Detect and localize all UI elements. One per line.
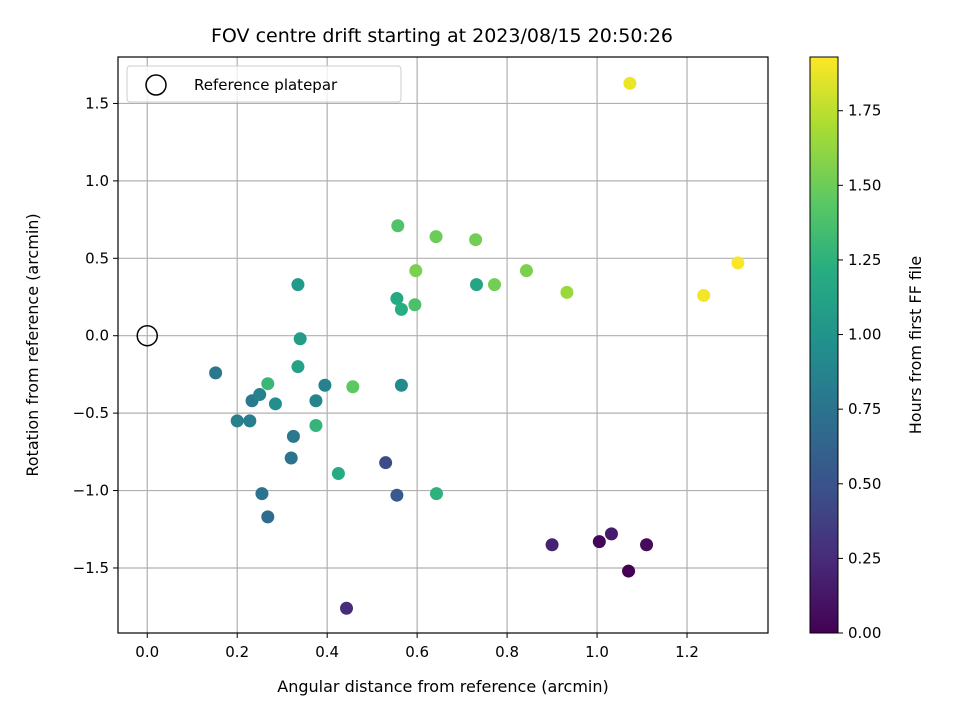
colorbar-tick-label: 1.25: [848, 251, 881, 269]
chart-title: FOV centre drift starting at 2023/08/15 …: [211, 25, 673, 47]
colorbar-tick-label: 0.25: [848, 549, 881, 567]
scatter-point: [291, 360, 305, 374]
scatter-point: [261, 377, 275, 391]
scatter-point: [545, 538, 559, 552]
legend-label: Reference platepar: [194, 76, 338, 94]
scatter-point: [640, 538, 654, 552]
scatter-point: [469, 233, 483, 247]
y-tick-label: 0.5: [85, 249, 109, 267]
legend-open-circle-icon: [145, 74, 167, 96]
scatter-point: [379, 456, 393, 470]
grid-lines: [118, 57, 768, 633]
y-tick-label: 1.5: [85, 94, 109, 112]
plot-area: 0.0 0.2 0.4 0.6 0.8 1.0 1.2 −1.5 −1.0 −0.5 0.0 0.5…: [73, 56, 769, 661]
scatter-point: [623, 76, 637, 90]
x-tick-label: 0.4: [315, 643, 339, 661]
y-axis: −1.5 −1.0 −0.5 0.0 0.5 1.0 1.5: [73, 94, 118, 577]
scatter-point: [519, 264, 533, 278]
scatter-point: [697, 288, 711, 302]
scatter-point: [291, 278, 305, 292]
scatter-point: [284, 451, 298, 465]
scatter-point: [243, 414, 257, 428]
scatter-point: [604, 527, 618, 541]
scatter-point: [429, 487, 443, 501]
scatter-point: [622, 564, 636, 578]
scatter-point: [309, 419, 323, 433]
y-tick-label: −1.0: [73, 482, 109, 500]
scatter-point: [309, 394, 323, 408]
colorbar: 0.00 0.25 0.50 0.75 1.00 1.25 1.50 1.75 Hours f…: [809, 56, 925, 642]
y-tick-label: 0.0: [85, 327, 109, 345]
x-tick-label: 0.0: [135, 643, 159, 661]
scatter-point: [230, 414, 244, 428]
colorbar-ticks: 0.00 0.25 0.50 0.75 1.00 1.25 1.50 1.75: [838, 102, 881, 642]
scatter-point: [394, 302, 408, 316]
scatter-point: [390, 488, 404, 502]
plot-background: [118, 57, 768, 633]
scatter-points: [209, 76, 745, 615]
x-tick-label: 1.2: [675, 643, 699, 661]
scatter-point: [488, 278, 502, 292]
scatter-point: [255, 487, 269, 501]
x-axis: 0.0 0.2 0.4 0.6 0.8 1.0 1.2: [135, 633, 699, 661]
scatter-point: [340, 601, 354, 615]
x-tick-label: 1.0: [585, 643, 609, 661]
y-axis-title: Rotation from reference (arcmin): [23, 213, 42, 476]
legend: Reference platepar: [126, 65, 402, 103]
scatter-point: [261, 510, 275, 524]
scatter-point: [409, 264, 423, 278]
colorbar-tick-label: 0.50: [848, 475, 881, 493]
colorbar-gradient: [810, 57, 838, 633]
y-tick-label: −0.5: [73, 404, 109, 422]
colorbar-tick-label: 0.75: [848, 400, 881, 418]
scatter-point: [293, 332, 307, 346]
scatter-point: [331, 467, 345, 481]
y-tick-label: −1.5: [73, 559, 109, 577]
colorbar-tick-label: 0.00: [848, 624, 881, 642]
x-axis-title: Angular distance from reference (arcmin): [277, 677, 608, 696]
scatter-point: [346, 380, 360, 394]
colorbar-tick-label: 1.00: [848, 326, 881, 344]
scatter-point: [560, 285, 574, 299]
scatter-point: [470, 278, 484, 292]
plot-frame: [117, 56, 769, 634]
colorbar-title: Hours from first FF file: [906, 256, 925, 435]
colorbar-tick-label: 1.75: [848, 102, 881, 120]
scatter-point: [390, 292, 404, 306]
colorbar-tick-label: 1.50: [848, 176, 881, 194]
scatter-point: [286, 429, 300, 443]
reference-point-marker: [136, 324, 158, 347]
scatter-point: [253, 388, 267, 402]
colorbar-frame: [809, 56, 839, 634]
scatter-point: [731, 256, 745, 270]
x-tick-label: 0.8: [495, 643, 519, 661]
scatter-point: [429, 230, 443, 244]
scatter-point: [592, 535, 606, 549]
x-tick-label: 0.6: [405, 643, 429, 661]
scatter-point: [318, 378, 332, 392]
scatter-point: [268, 397, 282, 411]
x-tick-label: 0.2: [225, 643, 249, 661]
scatter-point: [391, 219, 405, 233]
legend-box: [126, 65, 402, 103]
scatter-point: [394, 378, 408, 392]
scatter-point: [209, 366, 223, 380]
scatter-point: [408, 298, 422, 312]
y-tick-label: 1.0: [85, 172, 109, 190]
